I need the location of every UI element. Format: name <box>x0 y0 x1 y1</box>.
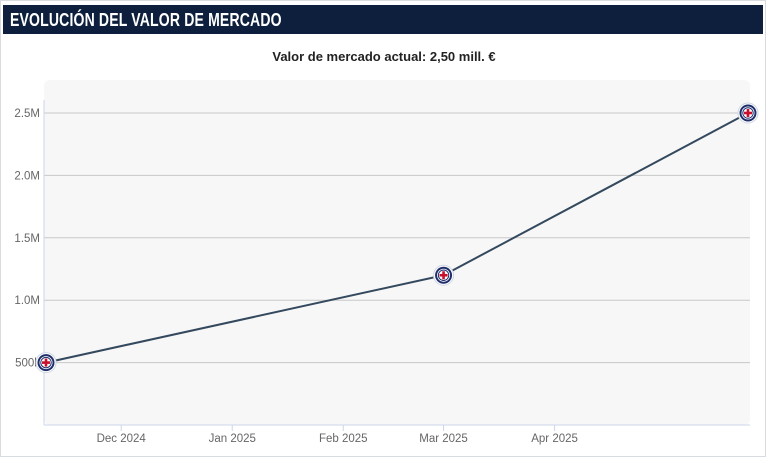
current-market-value: Valor de mercado actual: 2,50 mill. € <box>272 49 496 64</box>
y-tick-label: 2.0M <box>14 170 40 182</box>
y-tick-label: 1.0M <box>14 295 40 307</box>
y-tick-label: 1.5M <box>14 233 40 245</box>
x-tick-label: Dec 2024 <box>97 433 147 445</box>
data-point-crest-marker[interactable] <box>35 352 57 374</box>
data-point-crest-marker[interactable] <box>433 264 455 286</box>
widget-title: EVOLUCIÓN DEL VALOR DE MERCADO <box>10 10 282 30</box>
y-tick-label: 2.5M <box>14 108 40 120</box>
widget-header: EVOLUCIÓN DEL VALOR DE MERCADO <box>3 5 763 34</box>
x-tick-label: Jan 2025 <box>209 433 256 445</box>
x-tick-label: Feb 2025 <box>319 433 368 445</box>
x-tick-label: Mar 2025 <box>419 433 468 445</box>
y-tick-label: 500k <box>15 358 40 370</box>
data-point-crest-marker[interactable] <box>737 102 759 124</box>
plot-area <box>44 80 750 425</box>
x-tick-label: Apr 2025 <box>531 433 578 445</box>
